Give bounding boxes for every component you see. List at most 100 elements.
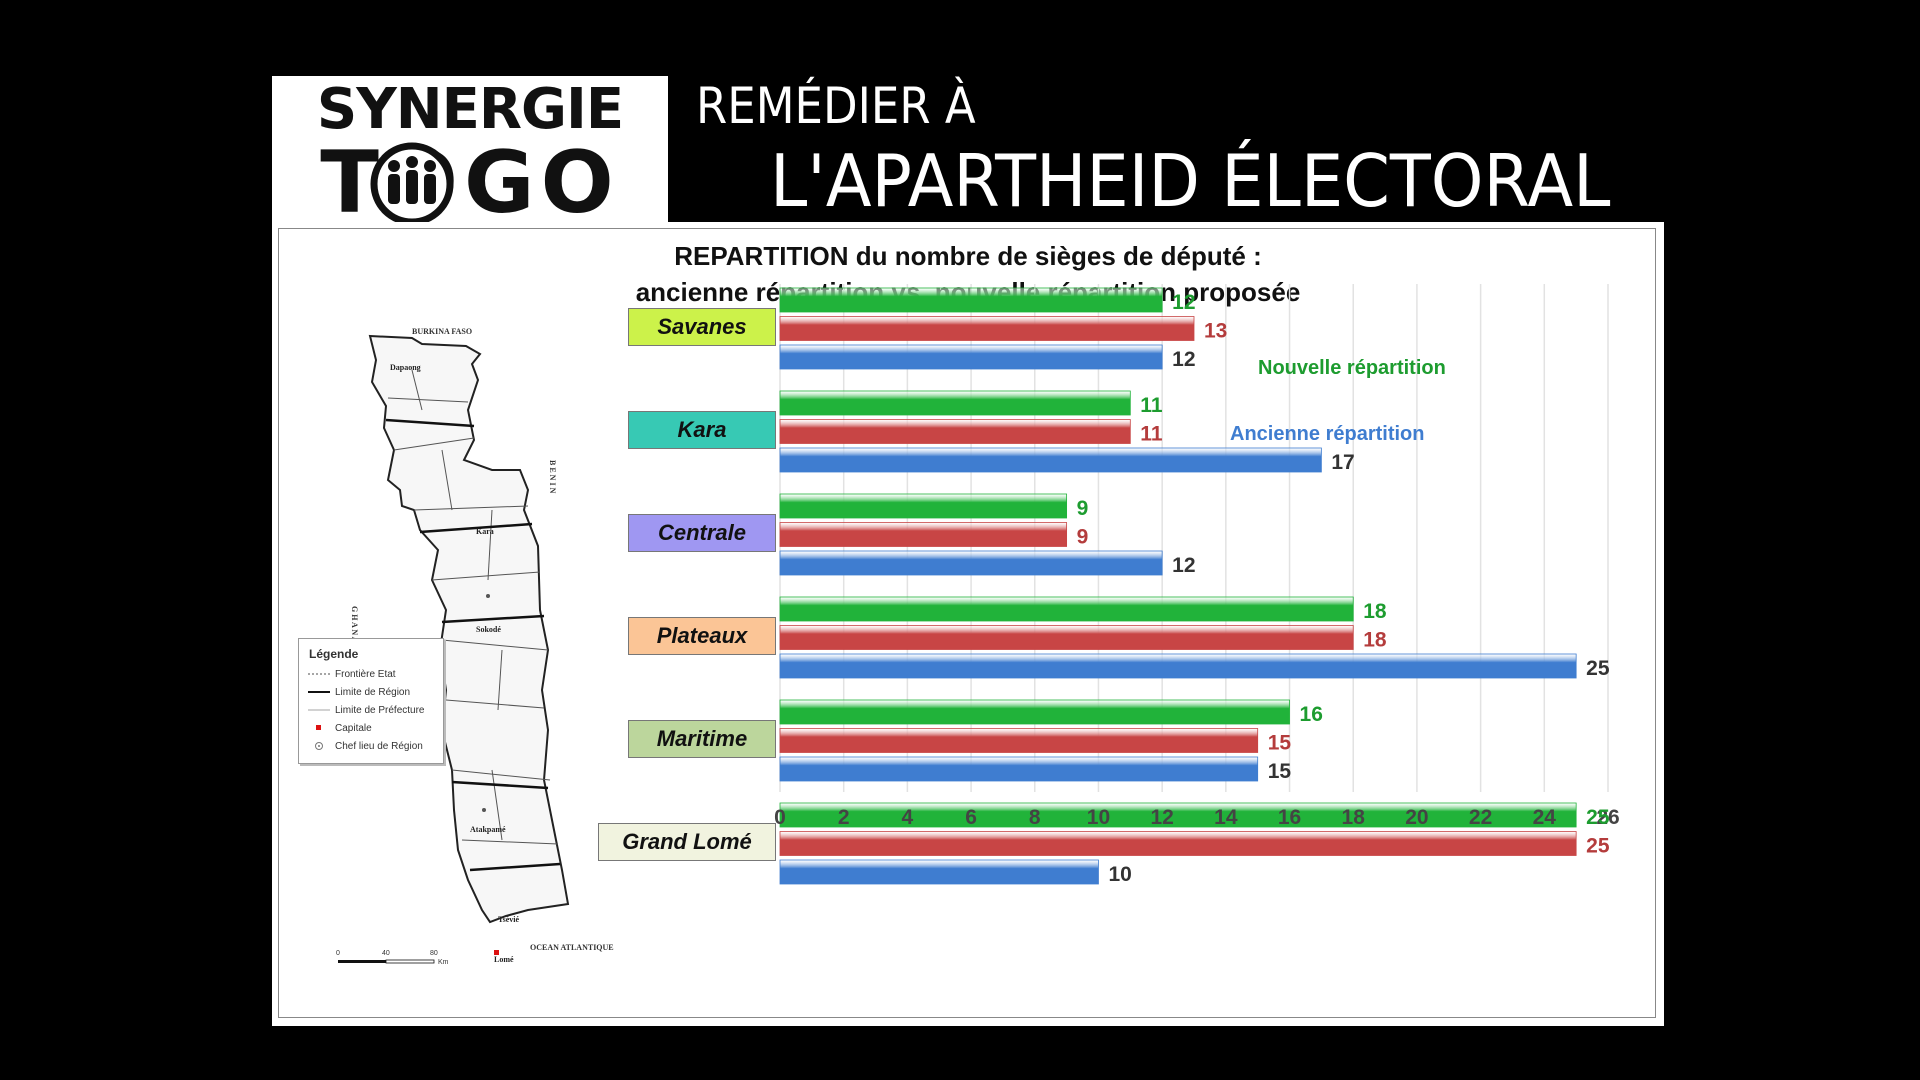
bar-value-label: 18 [1363,600,1387,623]
bar [779,699,1290,725]
bar [779,316,1195,341]
map-place-label: Tsévié [498,915,519,924]
bar-value-label: 17 [1331,451,1354,474]
x-tick-label: 26 [1596,806,1619,829]
x-tick-label: 6 [965,806,977,829]
bar-value-label: 12 [1172,348,1195,371]
map-place-label: Sokodé [476,625,501,634]
bar [779,802,1577,828]
map-place-label: Atakpamé [470,825,506,834]
legend-item-limite-prefecture: Limite de Préfecture [307,703,425,717]
synergie-togo-logo: SYNERGIE TOGO [272,76,668,224]
bar-value-label: 9 [1077,526,1089,549]
map-legend-title: Légende [309,647,359,661]
region-label-3: Plateaux [628,617,776,655]
map-marker [482,808,486,812]
x-tick-label: 24 [1533,806,1557,829]
map-label-north: BURKINA FASO [412,327,472,336]
x-tick-label: 16 [1278,806,1301,829]
region-label-4: Maritime [628,720,776,758]
bar-value-label: 9 [1077,497,1089,520]
legend-item-limite-region: Limite de Région [307,685,410,699]
chart-title: REPARTITION du nombre de sièges de déput… [674,241,1262,271]
legend-item-capitale: Capitale [307,721,372,735]
bar-value-label: 11 [1140,423,1163,446]
x-tick-label: 10 [1087,806,1110,829]
region-label-5: Grand Lomé [598,823,776,861]
bar-value-label: 11 [1140,394,1163,417]
map-place-label: Kara [476,527,494,536]
map-place-label: Lomé [494,955,514,964]
logo-word-togo: TOGO [320,133,620,224]
headline-line-1: REMÉDIER À [696,77,976,135]
bar [779,447,1322,473]
legend-item-label: Capitale [335,722,372,734]
bar-value-label: 12 [1172,554,1195,577]
bar-value-label: 25 [1586,806,1610,829]
bar [779,756,1259,782]
x-tick-label: 22 [1469,806,1492,829]
data-labels: 12 13 12 11 11 17 9 9 12 18 18 25 16 15 15 25 25 10 [1077,291,1610,886]
bar-value-label: 25 [1586,835,1610,858]
bar-value-label: 18 [1363,629,1387,652]
bar-value-label: 16 [1300,703,1323,726]
capital-marker [494,950,499,955]
scale-tick: 80 [430,950,438,957]
bar [779,653,1577,679]
region-label-0: Savanes [628,308,776,346]
bar-value-label: 10 [1108,863,1131,886]
scale-unit: Km [438,959,449,966]
bar-value-label: 12 [1172,291,1195,314]
bar [779,596,1354,622]
x-tick-label: 14 [1214,806,1238,829]
bar-value-label: 25 [1586,657,1610,680]
bar [779,859,1099,885]
map-label-east: B E N I N [548,460,557,494]
bar-value-label: 15 [1268,732,1292,755]
x-tick-label: 20 [1405,806,1428,829]
x-tick-label: 12 [1150,806,1173,829]
people-circle-icon [370,142,454,224]
bar [779,419,1131,444]
map-label-west: G H A N A [350,606,359,643]
bar [779,550,1163,576]
togo-map: BURKINA FASO G H A N A B E N I N OCEAN A… [336,327,614,966]
map-marker [486,594,490,598]
chart-legend: Nouvelle répartition Ancienne répartition [1230,357,1446,445]
headline-line-2: L'APARTHEID ÉLECTORAL [770,139,1611,223]
bar [779,493,1068,519]
x-tick-label: 0 [774,806,786,829]
bars [779,287,1577,885]
legend-item-label: Chef lieu de Région [335,740,423,752]
legend-item-label: Limite de Préfecture [335,704,425,716]
legend-entry: Ancienne répartition [1230,423,1424,445]
logo-word-synergie: SYNERGIE [316,77,624,142]
scale-bar: 0 40 80 Km [336,950,449,966]
bar-value-label: 13 [1204,320,1227,343]
x-tick-label: 2 [838,806,850,829]
legend-item-frontiere: Frontière Etat [307,667,396,681]
legend-item-label: Limite de Région [335,686,411,698]
legend-item-chef-lieu: Chef lieu de Région [307,739,423,753]
chart-panel: REPARTITION du nombre de sièges de déput… [272,222,1664,1026]
bar [779,344,1163,370]
togo-map-outline [368,334,570,924]
legend-item-label: Frontière Etat [335,668,396,680]
scale-tick: 40 [382,950,390,957]
bar-value-label: 15 [1268,760,1292,783]
bar [779,287,1163,313]
region-label-1: Kara [628,411,776,449]
map-label-south: OCEAN ATLANTIQUE [530,943,614,952]
x-axis: 0 2 4 6 8 10 12 14 16 18 20 22 24 26 [774,806,1620,829]
region-label-2: Centrale [628,514,776,552]
bar [779,390,1131,416]
x-tick-label: 18 [1342,806,1366,829]
bar [779,831,1577,856]
x-tick-label: 4 [902,806,914,829]
map-legend: Légende Frontière Etat Limite de Région … [298,638,444,764]
scale-tick: 0 [336,950,340,957]
bar-chart: 0 2 4 6 8 10 12 14 16 18 20 22 24 26 1213121111179912… [774,284,1620,886]
x-tick-label: 8 [1029,806,1041,829]
bar [779,625,1354,650]
map-place-label: Dapaong [390,363,421,372]
